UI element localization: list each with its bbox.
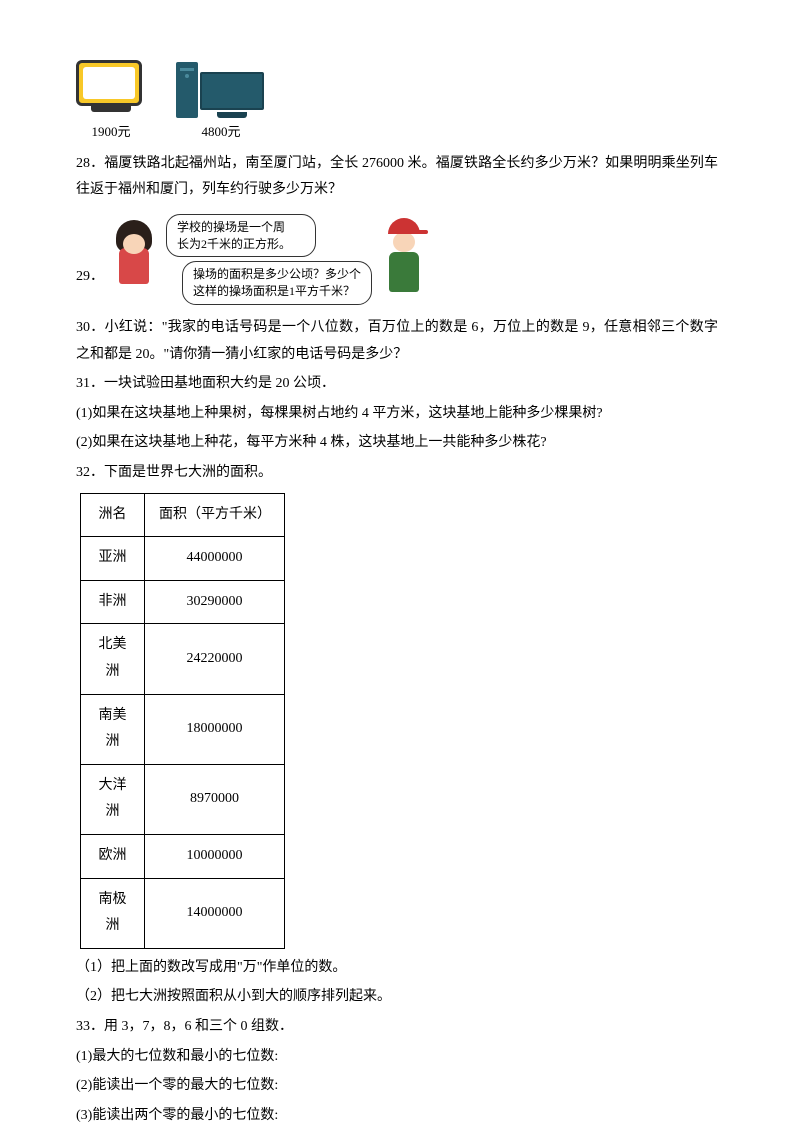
header-name: 洲名 — [81, 493, 145, 537]
continent-name: 北美洲 — [81, 624, 145, 694]
continent-name: 南极洲 — [81, 878, 145, 948]
continents-table: 洲名 面积（平方千米） 亚洲 44000000 非洲 30290000 北美洲 … — [80, 493, 285, 949]
table-row: 亚洲 44000000 — [81, 537, 285, 581]
q31-sub2: (2)如果在这块基地上种花，每平方米种 4 株，这块基地上一共能种多少株花? — [76, 430, 718, 457]
q30-text: 30．小红说："我家的电话号码是一个八位数，百万位上的数是 6，万位上的数是 9… — [76, 315, 718, 368]
bubble-2: 操场的面积是多少公顷？多少个 这样的操场面积是1平方千米？ — [182, 261, 372, 305]
continent-name: 亚洲 — [81, 537, 145, 581]
q33-sub1: (1)最大的七位数和最小的七位数: — [76, 1044, 718, 1071]
continent-name: 欧洲 — [81, 834, 145, 878]
tv-product: 1900元 — [76, 60, 146, 145]
header-area: 面积（平方千米） — [145, 493, 285, 537]
continent-area: 14000000 — [145, 878, 285, 948]
q32-main: 32．下面是世界七大洲的面积。 — [76, 460, 718, 487]
bubble1-line1: 学校的操场是一个周 — [177, 220, 285, 234]
table-row: 大洋洲 8970000 — [81, 764, 285, 834]
table-row: 北美洲 24220000 — [81, 624, 285, 694]
q29-label: 29． — [76, 264, 104, 291]
bubble1-line2: 长为2千米的正方形。 — [177, 237, 291, 251]
tv-icon — [76, 60, 146, 118]
table-row: 欧洲 10000000 — [81, 834, 285, 878]
continent-name: 大洋洲 — [81, 764, 145, 834]
q32-sub2: （2）把七大洲按照面积从小到大的顺序排列起来。 — [76, 984, 718, 1011]
continent-area: 44000000 — [145, 537, 285, 581]
q31-sub1: (1)如果在这块基地上种果树，每棵果树占地约 4 平方米，这块基地上能种多少棵果… — [76, 401, 718, 428]
continent-area: 30290000 — [145, 580, 285, 624]
q32-sub1: （1）把上面的数改写成用"万"作单位的数。 — [76, 955, 718, 982]
q33-sub2: (2)能读出一个零的最大的七位数: — [76, 1073, 718, 1100]
pc-icon — [176, 60, 266, 118]
speech-bubbles: 学校的操场是一个周 长为2千米的正方形。 操场的面积是多少公顷？多少个 这样的操… — [166, 214, 372, 305]
q29-section: 29． 学校的操场是一个周 长为2千米的正方形。 操场的面积是多少公顷？多少个 … — [76, 214, 718, 305]
table-row: 非洲 30290000 — [81, 580, 285, 624]
table-header-row: 洲名 面积（平方千米） — [81, 493, 285, 537]
girl-icon — [110, 220, 158, 298]
pc-price-label: 4800元 — [201, 120, 240, 145]
continent-name: 非洲 — [81, 580, 145, 624]
continent-area: 24220000 — [145, 624, 285, 694]
continent-area: 8970000 — [145, 764, 285, 834]
boy-icon — [380, 218, 428, 300]
bubble2-line1: 操场的面积是多少公顷？多少个 — [193, 267, 361, 281]
bubble2-line2: 这样的操场面积是1平方千米？ — [193, 284, 355, 298]
pc-product: 4800元 — [176, 60, 266, 145]
continent-area: 10000000 — [145, 834, 285, 878]
continent-name: 南美洲 — [81, 694, 145, 764]
q33-sub3: (3)能读出两个零的最小的七位数: — [76, 1103, 718, 1129]
q33-main: 33．用 3，7，8，6 和三个 0 组数． — [76, 1014, 718, 1041]
table-row: 南极洲 14000000 — [81, 878, 285, 948]
tv-price-label: 1900元 — [91, 120, 130, 145]
q31-main: 31．一块试验田基地面积大约是 20 公顷． — [76, 371, 718, 398]
table-row: 南美洲 18000000 — [81, 694, 285, 764]
bubble-1: 学校的操场是一个周 长为2千米的正方形。 — [166, 214, 316, 258]
dialog-scene: 学校的操场是一个周 长为2千米的正方形。 操场的面积是多少公顷？多少个 这样的操… — [110, 214, 428, 305]
continent-area: 18000000 — [145, 694, 285, 764]
q28-text: 28．福厦铁路北起福州站，南至厦门站，全长 276000 米。福厦铁路全长约多少… — [76, 151, 718, 204]
product-row: 1900元 4800元 — [76, 60, 718, 145]
